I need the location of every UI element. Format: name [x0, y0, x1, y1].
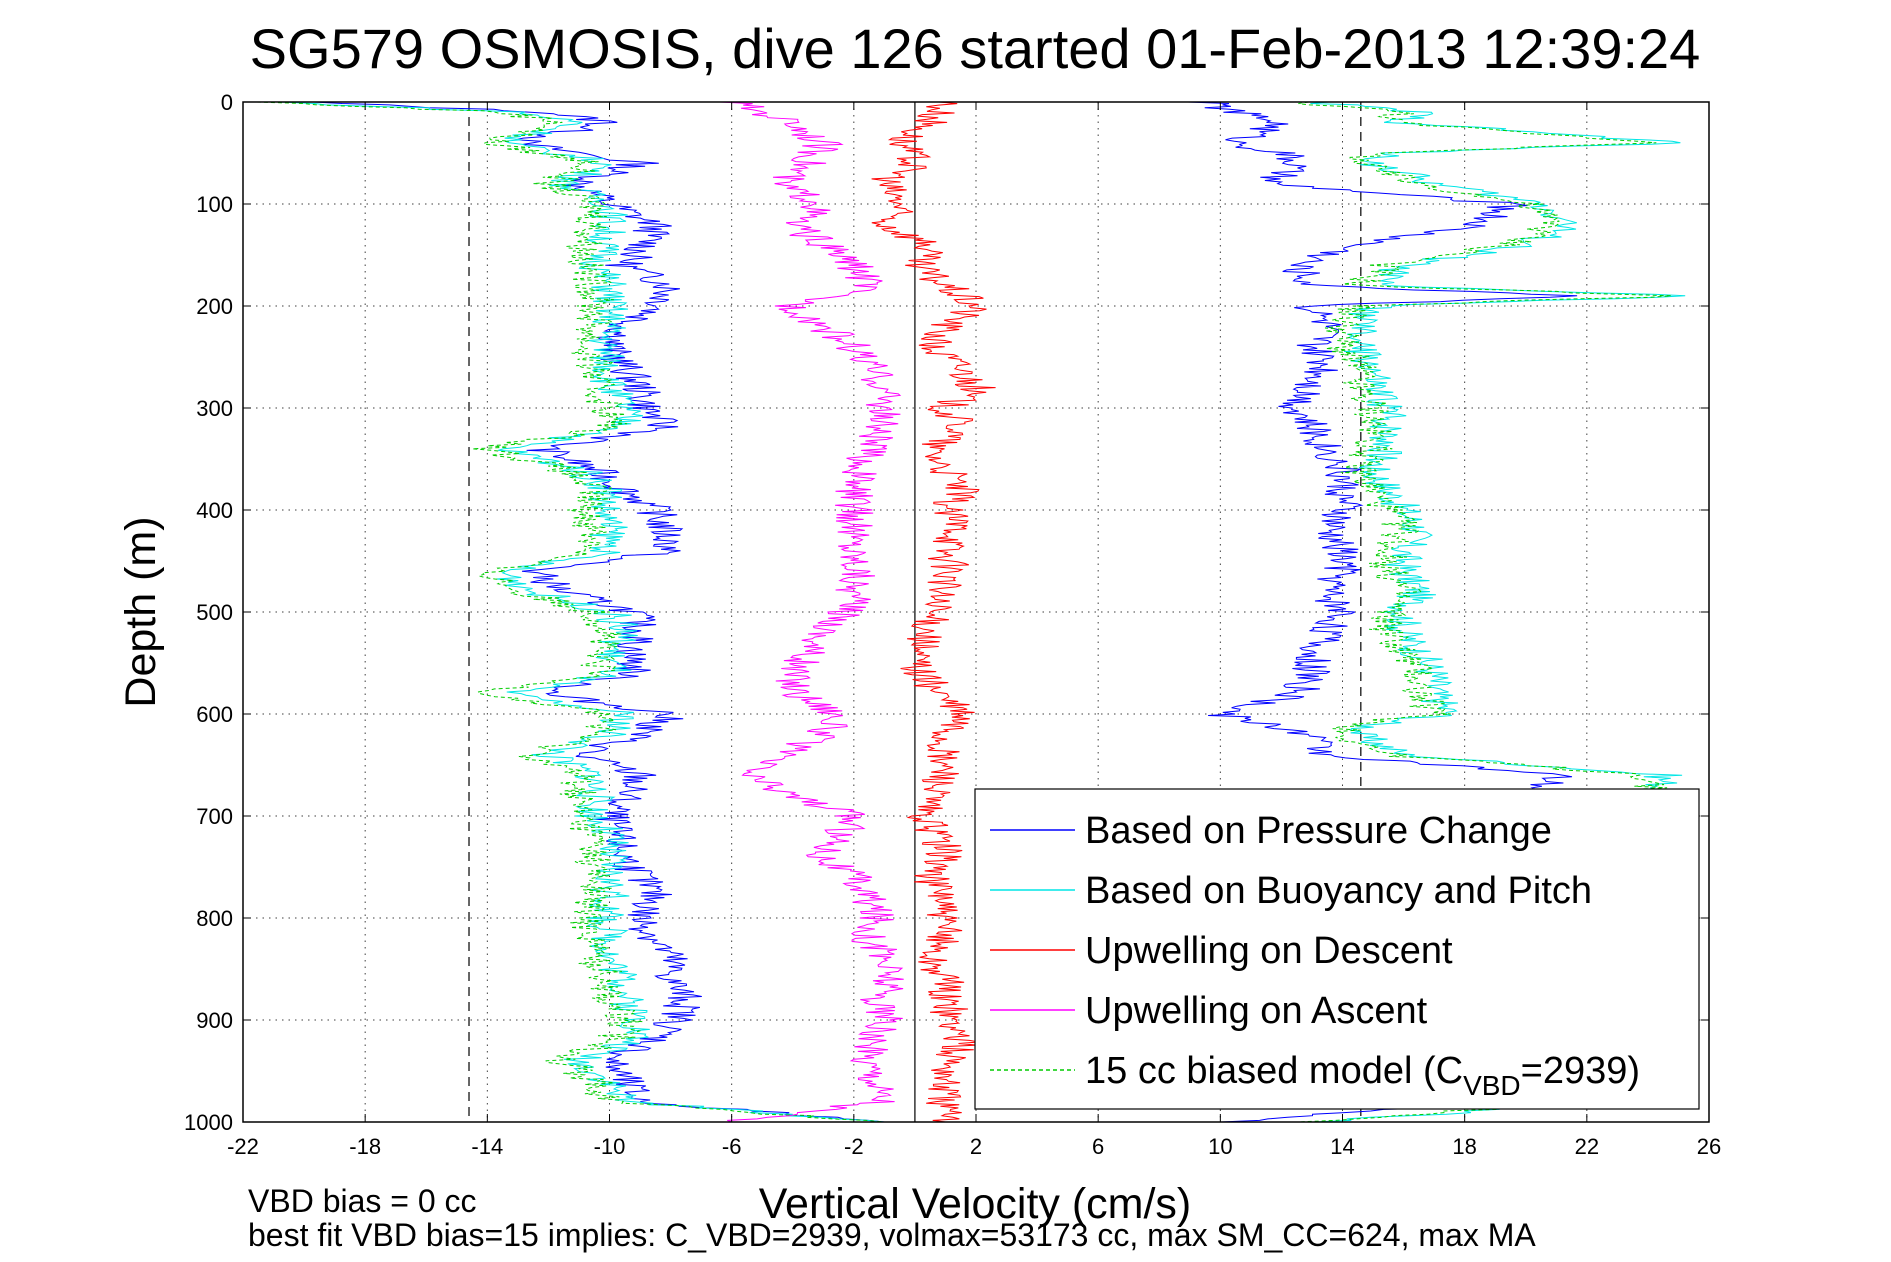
y-tick-label: 500 — [196, 600, 233, 625]
y-axis-label: Depth (m) — [117, 516, 165, 707]
footer-line-2: best fit VBD bias=15 implies: C_VBD=2939… — [248, 1217, 1536, 1253]
legend-label: Based on Buoyancy and Pitch — [1085, 870, 1592, 912]
legend-label: Upwelling on Descent — [1085, 930, 1453, 972]
x-tick-label: 26 — [1697, 1134, 1721, 1159]
x-axis-label: Vertical Velocity (cm/s) — [759, 1180, 1192, 1228]
reference-lines — [468, 102, 1362, 1122]
x-tick-label: -22 — [227, 1134, 259, 1159]
series-line — [719, 101, 904, 1123]
series-line — [277, 101, 885, 1123]
x-tick-label: 6 — [1092, 1134, 1104, 1159]
y-tick-label: 600 — [196, 702, 233, 727]
y-tick-label: 400 — [196, 498, 233, 523]
x-tick-label: 10 — [1208, 1134, 1232, 1159]
x-tick-label: -18 — [349, 1134, 381, 1159]
y-tick-label: 900 — [196, 1008, 233, 1033]
x-tick-label: 14 — [1330, 1134, 1354, 1159]
y-tick-label: 200 — [196, 294, 233, 319]
y-tick-label: 1000 — [184, 1110, 233, 1135]
x-tick-label: -6 — [722, 1134, 742, 1159]
y-tick-label: 700 — [196, 804, 233, 829]
y-tick-label: 0 — [221, 90, 233, 115]
legend-label: Upwelling on Ascent — [1085, 990, 1428, 1032]
grid — [243, 102, 1709, 1122]
x-tick-label: 2 — [970, 1134, 982, 1159]
x-tick-label: -14 — [471, 1134, 503, 1159]
series-line — [871, 101, 996, 1123]
x-tick-label: 22 — [1575, 1134, 1599, 1159]
chart-title: SG579 OSMOSIS, dive 126 started 01-Feb-2… — [250, 17, 1701, 80]
x-tick-label: -10 — [594, 1134, 626, 1159]
legend-box — [974, 788, 1700, 1110]
x-axis-ticks: -22 -18 -14 -10 -6 -2 2 6 10 14 18 22 26 — [227, 102, 1721, 1159]
x-tick-label: -2 — [844, 1134, 864, 1159]
legend-label: Based on Pressure Change — [1085, 810, 1552, 852]
footer-line-1: VBD bias = 0 cc — [248, 1183, 477, 1219]
y-tick-label: 800 — [196, 906, 233, 931]
y-tick-label: 300 — [196, 396, 233, 421]
y-axis-ticks: 0 100 200 300 400 500 600 700 800 900 1000 — [184, 90, 1709, 1135]
series-line — [256, 101, 885, 1123]
y-tick-label: 100 — [196, 192, 233, 217]
series-line — [313, 101, 885, 1123]
x-tick-label: 18 — [1452, 1134, 1476, 1159]
series-line — [1296, 101, 1672, 1123]
legend: Based on Pressure Change Based on Buoyanc… — [974, 788, 1700, 1110]
